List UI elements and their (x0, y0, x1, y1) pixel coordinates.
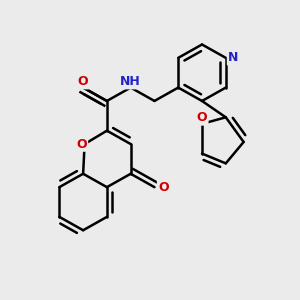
Text: N: N (228, 51, 238, 64)
Text: O: O (76, 138, 87, 151)
Text: O: O (78, 75, 88, 88)
Text: O: O (197, 111, 207, 124)
Text: O: O (158, 181, 169, 194)
Text: NH: NH (120, 75, 141, 88)
